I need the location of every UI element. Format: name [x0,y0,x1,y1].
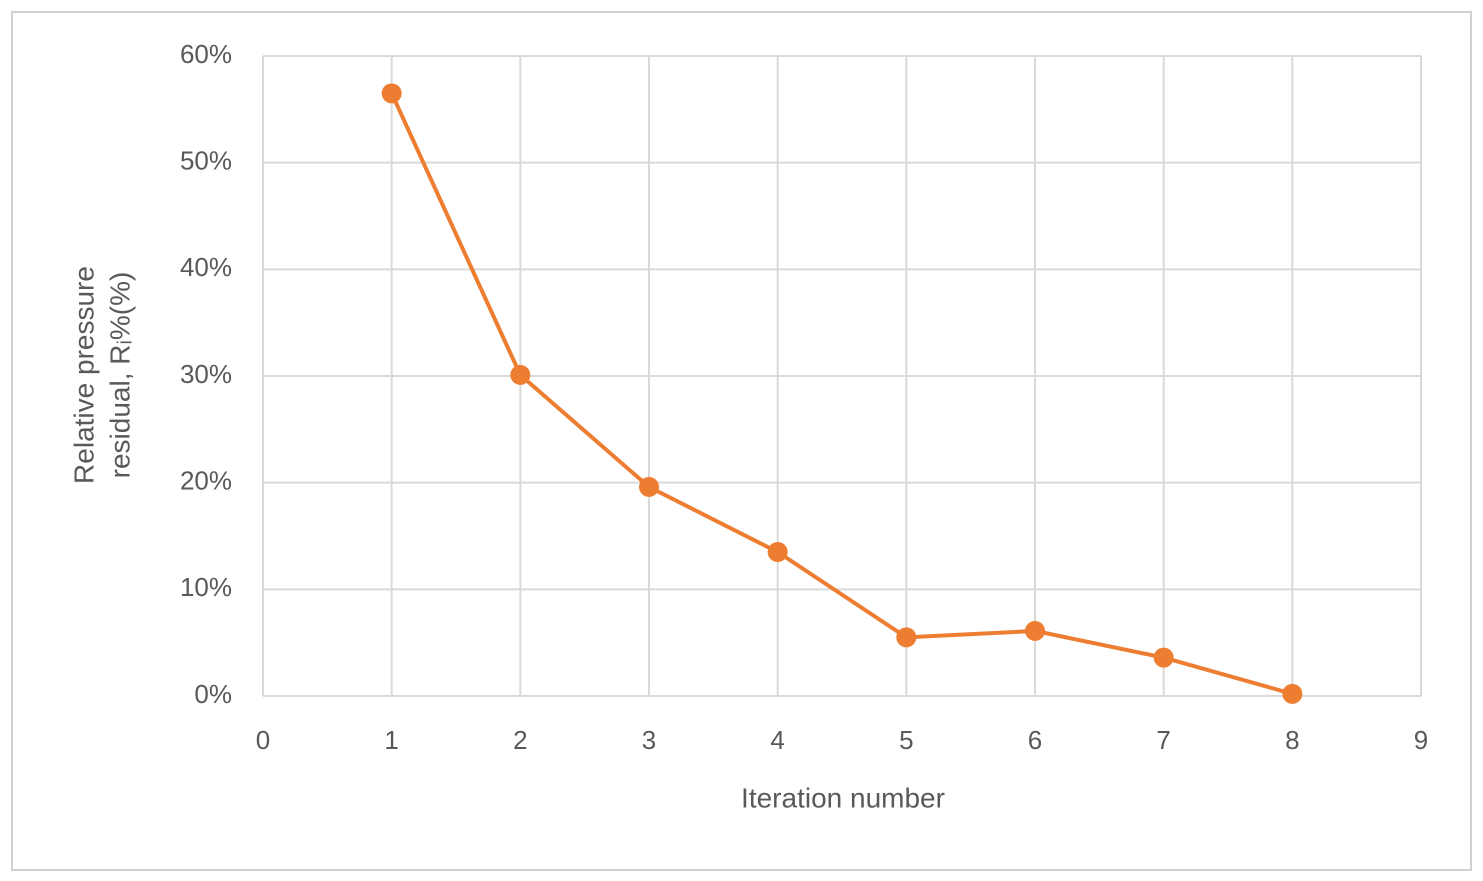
data-point [1025,620,1045,641]
y-tick-label: 60% [180,39,232,69]
x-tick-label: 7 [1156,725,1170,755]
data-point [639,476,659,497]
y-tick-label: 40% [180,252,232,282]
x-tick-label: 3 [642,725,656,755]
data-point [381,83,402,104]
x-tick-label: 1 [384,725,398,755]
x-tick-label: 2 [513,725,527,755]
data-line [389,92,1293,696]
x-tick-label: 4 [770,725,784,755]
x-tick-label: 8 [1285,725,1299,755]
y-axis-label: Relative pressure residual, Rᵢ%(%) [68,266,135,484]
x-tick-label: 5 [899,725,913,755]
data-point [767,542,788,562]
data-point [510,364,531,385]
y-axis-label-line: Relative pressure [68,266,99,484]
x-axis-label: Iteration number [741,782,945,813]
y-tick-label: 30% [180,359,232,389]
y-tick-label: 50% [180,146,232,176]
data-point [1282,683,1303,704]
y-tick-label: 20% [180,466,232,496]
x-tick-label: 0 [256,725,270,755]
x-tick-label: 6 [1028,725,1042,755]
data-point [1153,647,1174,668]
y-axis-label-line: residual, Rᵢ%(%) [104,272,135,479]
chart-border [11,11,1472,871]
y-tick-label: 0% [194,679,232,709]
y-tick-label: 10% [180,572,232,602]
data-point [896,627,917,648]
x-tick-label: 9 [1414,725,1428,755]
